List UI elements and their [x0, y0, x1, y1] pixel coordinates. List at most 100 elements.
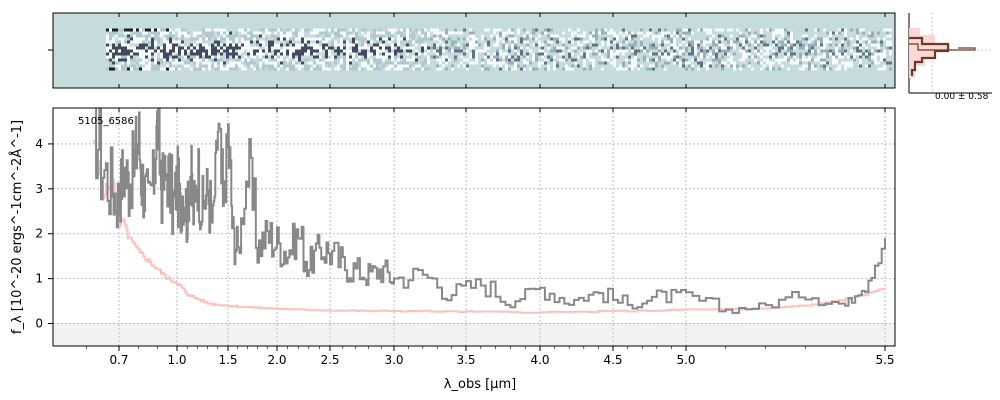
twod-pixel: [154, 37, 157, 41]
twod-pixel: [727, 64, 730, 68]
twod-pixel: [607, 43, 610, 47]
twod-pixel: [505, 64, 508, 68]
twod-pixel: [553, 34, 556, 38]
twod-pixel: [649, 31, 652, 35]
twod-pixel: [790, 31, 793, 35]
twod-pixel: [367, 61, 370, 65]
twod-pixel: [646, 58, 649, 62]
twod-pixel: [859, 49, 862, 53]
twod-pixel: [508, 58, 511, 62]
twod-pixel: [268, 28, 271, 32]
twod-pixel: [700, 55, 703, 59]
twod-pixel: [247, 61, 250, 65]
twod-pixel: [376, 49, 379, 53]
twod-pixel: [886, 61, 889, 65]
twod-pixel: [106, 58, 109, 62]
twod-pixel: [163, 67, 166, 71]
twod-pixel: [508, 28, 511, 32]
twod-pixel: [124, 61, 127, 65]
twod-pixel: [169, 61, 172, 65]
twod-pixel: [667, 40, 670, 44]
twod-pixel: [484, 67, 487, 71]
twod-pixel: [817, 28, 820, 32]
twod-pixel: [607, 52, 610, 56]
twod-pixel: [190, 67, 193, 71]
twod-pixel: [439, 67, 442, 71]
twod-pixel: [316, 64, 319, 68]
twod-pixel: [526, 55, 529, 59]
twod-pixel: [331, 28, 334, 32]
twod-pixel: [115, 64, 118, 68]
twod-pixel: [130, 55, 133, 59]
twod-pixel: [406, 58, 409, 62]
twod-pixel: [226, 67, 229, 71]
twod-pixel: [337, 67, 340, 71]
twod-pixel: [880, 67, 883, 71]
twod-pixel: [373, 28, 376, 32]
twod-pixel: [367, 58, 370, 62]
twod-pixel: [520, 40, 523, 44]
twod-pixel: [262, 64, 265, 68]
twod-pixel: [613, 52, 616, 56]
twod-pixel: [730, 28, 733, 32]
twod-pixel: [175, 67, 178, 71]
twod-pixel: [187, 31, 190, 35]
twod-pixel: [400, 61, 403, 65]
twod-pixel: [580, 52, 583, 56]
twod-pixel: [301, 28, 304, 32]
twod-pixel: [274, 49, 277, 53]
twod-pixel: [859, 58, 862, 62]
twod-pixel: [712, 40, 715, 44]
twod-pixel: [763, 46, 766, 50]
twod-pixel: [235, 52, 238, 56]
twod-pixel: [688, 43, 691, 47]
twod-pixel: [580, 55, 583, 59]
twod-pixel: [889, 46, 892, 50]
twod-pixel: [487, 43, 490, 47]
twod-pixel: [277, 64, 280, 68]
twod-pixel: [577, 55, 580, 59]
twod-pixel: [430, 28, 433, 32]
x-tick-label: 4.5: [603, 353, 622, 367]
twod-pixel: [442, 37, 445, 41]
twod-pixel: [214, 49, 217, 53]
twod-pixel: [730, 43, 733, 47]
twod-pixel: [484, 55, 487, 59]
twod-pixel: [562, 46, 565, 50]
twod-pixel: [676, 46, 679, 50]
twod-pixel: [235, 46, 238, 50]
twod-pixel: [199, 37, 202, 41]
twod-pixel: [616, 67, 619, 71]
twod-pixel: [250, 64, 253, 68]
twod-pixel: [586, 43, 589, 47]
twod-pixel: [829, 49, 832, 53]
twod-pixel: [823, 28, 826, 32]
twod-pixel: [301, 43, 304, 47]
twod-pixel: [214, 61, 217, 65]
twod-pixel: [466, 67, 469, 71]
twod-pixel: [373, 31, 376, 35]
x-tick-label: 2.5: [320, 353, 339, 367]
twod-pixel: [406, 52, 409, 56]
twod-pixel: [484, 28, 487, 32]
twod-pixel: [256, 64, 259, 68]
twod-pixel: [601, 67, 604, 71]
twod-pixel: [139, 49, 142, 53]
twod-pixel: [745, 46, 748, 50]
twod-pixel: [427, 37, 430, 41]
twod-pixel: [793, 55, 796, 59]
twod-pixel: [394, 61, 397, 65]
twod-pixel: [601, 55, 604, 59]
twod-pixel: [886, 43, 889, 47]
twod-pixel: [364, 58, 367, 62]
twod-pixel: [415, 58, 418, 62]
twod-pixel: [766, 58, 769, 62]
twod-pixel: [652, 46, 655, 50]
twod-pixel: [436, 55, 439, 59]
twod-pixel: [109, 58, 112, 62]
twod-pixel: [838, 31, 841, 35]
twod-pixel: [607, 40, 610, 44]
twod-pixel: [742, 52, 745, 56]
twod-pixel: [172, 31, 175, 35]
twod-pixel: [127, 52, 130, 56]
